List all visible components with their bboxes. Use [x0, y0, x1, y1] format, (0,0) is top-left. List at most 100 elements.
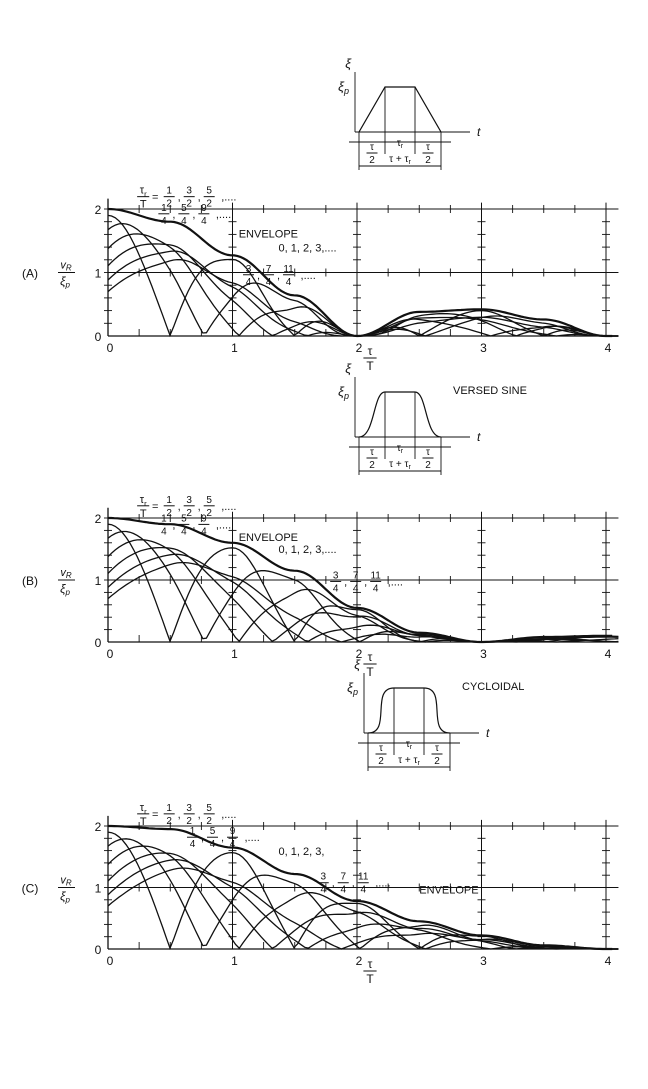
- x-tick-label-4: 4: [605, 954, 612, 968]
- ratio-value-1-num: 5: [210, 826, 216, 837]
- ratio-value-1: 74: [263, 264, 275, 288]
- inset-seg3-num: τ: [426, 447, 430, 458]
- comma: ,: [221, 832, 224, 844]
- comma: ,: [364, 576, 367, 588]
- ratio-value-2: 94: [227, 826, 238, 850]
- ratio-value-2-num: 9: [230, 826, 236, 837]
- ratio-value-2-den: 2: [206, 816, 212, 827]
- y-axis-label-den: ξp: [60, 582, 70, 597]
- inset-seg1: τ2: [375, 743, 387, 767]
- y-tick-label-0: 0: [95, 943, 102, 957]
- inset-seg3: τ2: [422, 447, 434, 471]
- ratio-value-0-den: 4: [333, 583, 339, 594]
- ratio-value-1: 32: [183, 803, 195, 827]
- x-tick-label-2: 2: [356, 954, 363, 968]
- ratio-value-2-den: 4: [201, 526, 207, 537]
- y-tick-label-1: 1: [95, 574, 102, 588]
- ratio-value-0: 14: [158, 513, 170, 537]
- ratio-annotation-3: 34,74,114,....: [330, 570, 403, 594]
- y-tick-label-0: 0: [95, 330, 102, 344]
- x-tick-label-3: 3: [480, 647, 487, 661]
- x-tick-label-3: 3: [480, 954, 487, 968]
- inset-peak-label: ξp: [338, 79, 349, 96]
- ratio-annotation-1: 14,54,94,....: [187, 826, 260, 850]
- inset-seg3: τ2: [422, 142, 434, 166]
- ratio-value-2: 114: [357, 872, 369, 896]
- x-axis-label: τT: [363, 650, 377, 679]
- ratio-value-2: 52: [203, 495, 215, 519]
- response-curve-3: [107, 243, 619, 337]
- inset-peak-label: ξp: [347, 680, 358, 697]
- inset-t-label: t: [477, 125, 481, 139]
- ratio-value-1-num: 5: [181, 203, 187, 214]
- ratio-lhs-den: T: [140, 816, 147, 828]
- ratio-tail: ,....: [375, 878, 390, 890]
- inset-seg3-den: 2: [425, 460, 431, 471]
- y-axis-label-den: ξp: [60, 890, 70, 905]
- comma: ,: [178, 809, 181, 821]
- ratio-value-0-den: 2: [166, 508, 172, 519]
- inset-seg1-num: τ: [370, 447, 374, 458]
- ratio-value-0: 12: [163, 495, 175, 519]
- ratio-value-0-den: 2: [166, 816, 172, 827]
- ratio-value-0-den: 4: [161, 526, 167, 537]
- ratio-annotation-0: τrT=12,32,52,....: [137, 494, 236, 520]
- panel-2: 0 1 2 3 4012vRξp(B)τTτrT=12,32,52,....14,54,…: [22, 361, 619, 679]
- ratio-value-2: 94: [198, 203, 210, 227]
- inset-seg1-num: τ: [379, 743, 383, 754]
- x-tick-label-4: 4: [605, 341, 612, 355]
- ratio-value-0-den: 4: [246, 277, 252, 288]
- ratio-value-1: 54: [178, 203, 190, 227]
- ratio-value-0-num: 1: [161, 203, 167, 214]
- ratio-tail: ,....: [301, 270, 316, 282]
- ratio-value-2-den: 4: [373, 583, 379, 594]
- ratio-value-2-den: 4: [230, 839, 236, 850]
- response-curve-4: [107, 859, 619, 950]
- ratio-value-2-num: 9: [201, 203, 207, 214]
- inset-seg1: τ2: [366, 447, 378, 471]
- ratio-value-0-den: 4: [161, 216, 167, 227]
- ratio-value-0: 12: [163, 186, 175, 210]
- x-tick-label-0: 0: [107, 341, 114, 355]
- y-axis-label-den: ξp: [60, 275, 70, 290]
- inset-seg2: τr: [397, 138, 404, 150]
- equals-sign: =: [152, 501, 158, 513]
- ratio-value-0: 34: [243, 264, 255, 288]
- ratio-lhs: τrT: [137, 494, 150, 520]
- inset-pulse: [358, 391, 442, 438]
- comma: ,: [201, 832, 204, 844]
- ratio-value-0: 12: [163, 803, 175, 827]
- ratio-annotation-1: 14,54,94,....: [158, 203, 231, 227]
- ratio-value-0-den: 4: [190, 839, 196, 850]
- ratio-value-1-den: 4: [181, 216, 187, 227]
- ratio-value-2-num: 11: [358, 872, 369, 883]
- pulse-name: VERSED SINE: [453, 385, 527, 397]
- response-curve-0: [107, 214, 619, 338]
- ratio-value-0: 14: [187, 826, 198, 850]
- ratio-tail: ,....: [216, 209, 231, 221]
- ratio-value-2: 52: [203, 803, 215, 827]
- ratio-value-2-den: 4: [201, 216, 207, 227]
- envelope-curve: [107, 207, 613, 338]
- ratio-value-1-den: 4: [266, 277, 272, 288]
- y-tick-label-1: 1: [95, 267, 102, 281]
- envelope-label: ENVELOPE: [239, 229, 298, 241]
- y-axis-label-num: vR: [60, 260, 72, 273]
- response-curve-3: [107, 546, 619, 643]
- ratio-value-1-num: 7: [340, 872, 346, 883]
- ratio-value-2-num: 11: [370, 570, 381, 581]
- inset-seg1: τ2: [366, 142, 378, 166]
- inset-total: τ + τr: [398, 755, 420, 767]
- ratio-value-1: 32: [183, 186, 195, 210]
- inset-y-label: ξ: [345, 361, 352, 376]
- ratio-value-0: 34: [330, 570, 342, 594]
- comma: ,: [178, 501, 181, 513]
- ratio-value-2-den: 4: [286, 277, 292, 288]
- comma: ,: [172, 519, 175, 531]
- inset-seg2: τr: [397, 443, 404, 455]
- ratio-value-2-num: 5: [206, 495, 212, 506]
- panel-1: 0 1 2 3 4012vRξp(A)τTτrT=12,32,52,....14,54,…: [22, 56, 619, 373]
- ratio-list: 0, 1, 2, 3,....: [279, 242, 337, 254]
- ratio-value-0-den: 2: [166, 199, 172, 210]
- ratio-value-0-num: 1: [166, 495, 172, 506]
